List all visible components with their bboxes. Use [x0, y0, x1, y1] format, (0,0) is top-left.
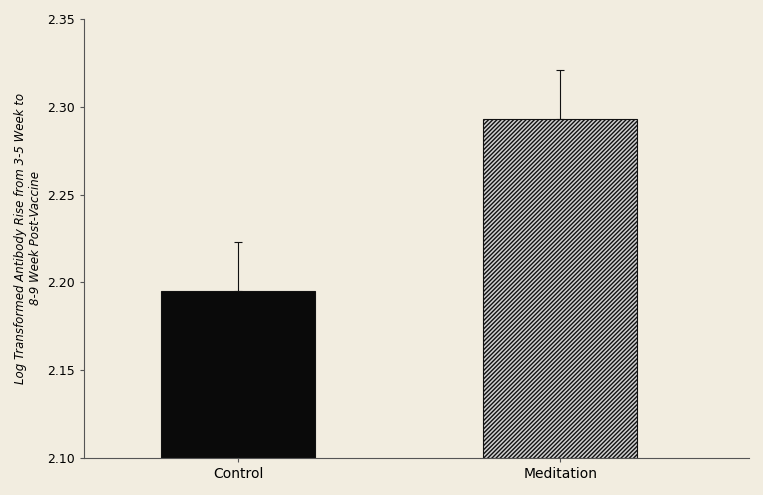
Y-axis label: Log Transformed Antibody Rise from 3-5 Week to
8-9 Week Post-Vaccine: Log Transformed Antibody Rise from 3-5 W…	[14, 93, 42, 384]
Bar	[483, 119, 637, 458]
Bar	[161, 291, 315, 458]
